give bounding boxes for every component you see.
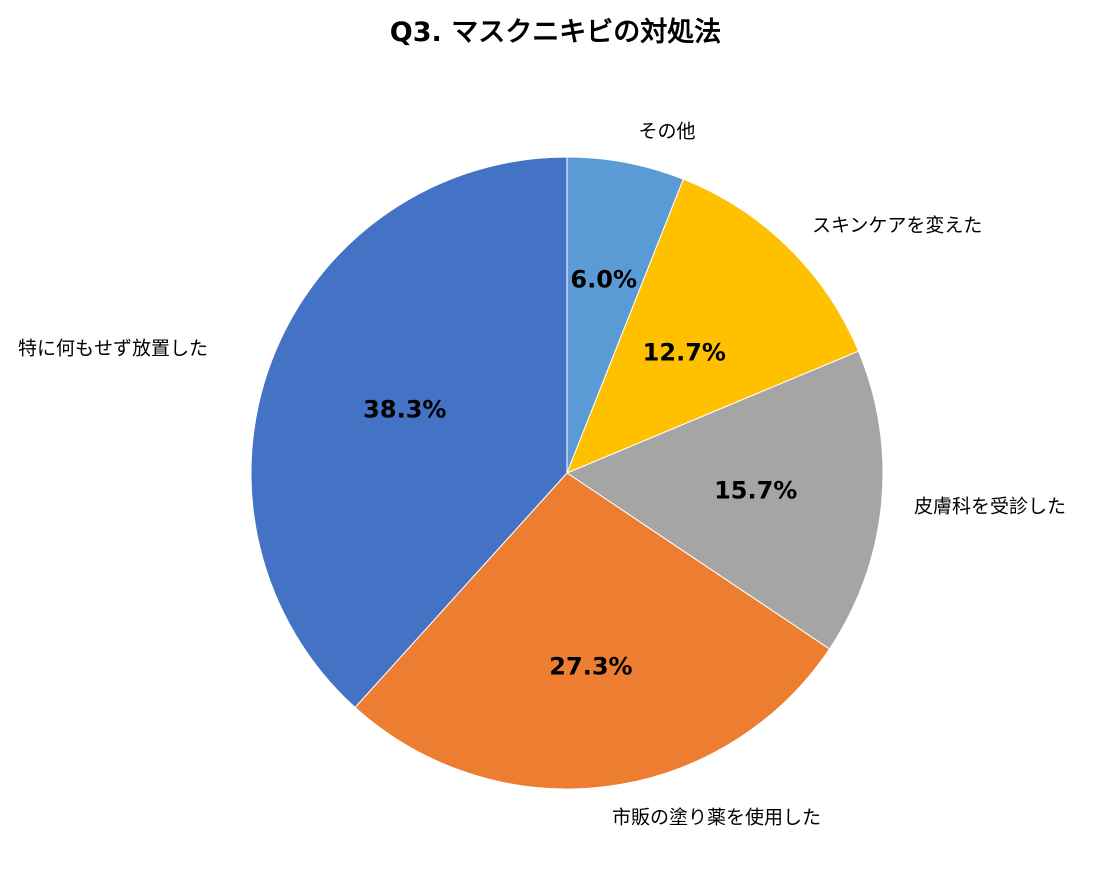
slice-value-label: 38.3% (363, 396, 446, 424)
slice-category-label: 特に何もせず放置した (18, 338, 208, 360)
slice-category-label: スキンケアを変えた (812, 215, 982, 237)
pie-slice (250, 156, 568, 709)
pie-slice (566, 156, 684, 474)
pie-slice (565, 350, 884, 650)
slice-value-label: 12.7% (643, 338, 726, 366)
slice-value-label: 6.0% (570, 266, 637, 294)
slice-category-label: 市販の塗り薬を使用した (612, 806, 821, 829)
slice-category-label: その他 (638, 121, 695, 143)
pie-slice (566, 178, 860, 474)
chart-title: Q3. マスクニキビの対処法 (389, 17, 722, 48)
pie-slice (354, 472, 831, 790)
slice-value-label: 15.7% (714, 476, 797, 504)
slice-category-label: 皮膚科を受診した (914, 496, 1066, 518)
slice-value-label: 27.3% (549, 652, 632, 680)
